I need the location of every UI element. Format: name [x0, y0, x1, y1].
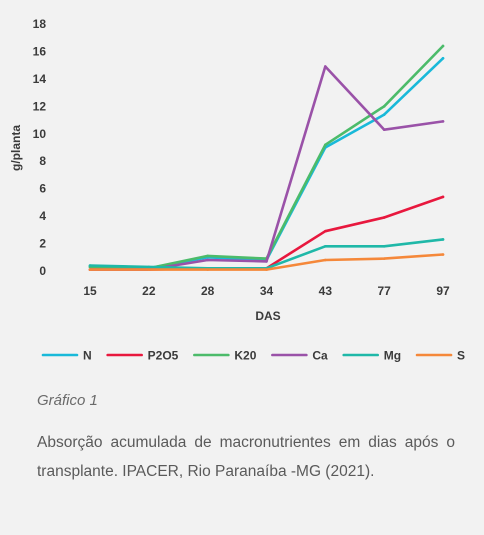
data-point-s — [382, 257, 386, 260]
legend: N P2O5 K20 Ca Mg S — [41, 349, 465, 363]
legend-label-k20: K20 — [234, 349, 256, 363]
data-point-s — [265, 268, 268, 271]
x-axis-ticks: 15 22 28 34 43 77 97 — [83, 284, 450, 298]
data-point-ca — [441, 120, 445, 123]
y-tick-label: 18 — [33, 17, 47, 31]
x-tick-label: 22 — [142, 284, 156, 298]
data-point-s — [88, 268, 92, 271]
figure-caption: Absorção acumulada de macronutrientes em… — [37, 434, 455, 480]
series-lines — [88, 44, 445, 271]
data-point-ca — [265, 260, 268, 263]
y-tick-label: 4 — [39, 209, 46, 223]
x-tick-label: 15 — [83, 284, 97, 298]
data-point-k20 — [441, 44, 445, 48]
y-tick-label: 0 — [39, 264, 46, 278]
data-point-n — [441, 57, 445, 60]
data-point-mg — [147, 265, 151, 269]
data-point-s — [324, 258, 327, 262]
y-tick-label: 6 — [39, 182, 46, 196]
x-tick-label: 97 — [436, 284, 450, 298]
data-point-mg — [382, 245, 386, 248]
legend-label-n: N — [83, 349, 92, 363]
data-point-n — [382, 113, 386, 116]
legend-label-p2o5: P2O5 — [148, 349, 179, 363]
x-tick-label: 34 — [260, 284, 274, 298]
data-point-p2o5 — [324, 229, 327, 233]
series-line-mg — [88, 238, 445, 270]
figure-label: Gráfico 1 — [37, 392, 98, 409]
data-point-p2o5 — [382, 216, 386, 219]
y-tick-label: 14 — [33, 72, 47, 86]
y-tick-label: 16 — [33, 44, 47, 58]
x-tick-label: 77 — [377, 284, 391, 298]
data-point-ca — [382, 128, 386, 131]
y-axis-label: g/planta — [9, 125, 23, 171]
data-point-s — [147, 268, 151, 271]
y-tick-label: 10 — [33, 127, 47, 141]
legend-label-s: S — [457, 349, 465, 363]
series-line-ca — [88, 65, 445, 271]
legend-label-ca: Ca — [312, 349, 328, 363]
series-line-k20 — [88, 44, 445, 270]
x-tick-label: 43 — [319, 284, 333, 298]
y-tick-label: 8 — [39, 154, 46, 168]
y-tick-label: 2 — [39, 237, 46, 251]
y-axis-ticks: 0 2 4 6 8 10 12 14 16 18 — [33, 17, 47, 278]
data-point-s — [206, 268, 209, 271]
data-point-k20 — [382, 105, 386, 108]
data-point-p2o5 — [441, 195, 445, 199]
data-point-ca — [206, 258, 209, 262]
data-point-k20 — [324, 143, 327, 147]
y-tick-label: 12 — [33, 99, 47, 113]
series-line-n — [88, 56, 445, 270]
data-point-mg — [88, 264, 92, 267]
data-point-mg — [324, 245, 327, 248]
data-point-k20 — [206, 254, 209, 258]
data-point-ca — [324, 65, 327, 68]
x-axis-label: DAS — [255, 309, 280, 323]
x-tick-label: 28 — [201, 284, 215, 298]
data-point-mg — [441, 238, 445, 241]
legend-label-mg: Mg — [384, 349, 401, 363]
data-point-s — [441, 253, 445, 256]
